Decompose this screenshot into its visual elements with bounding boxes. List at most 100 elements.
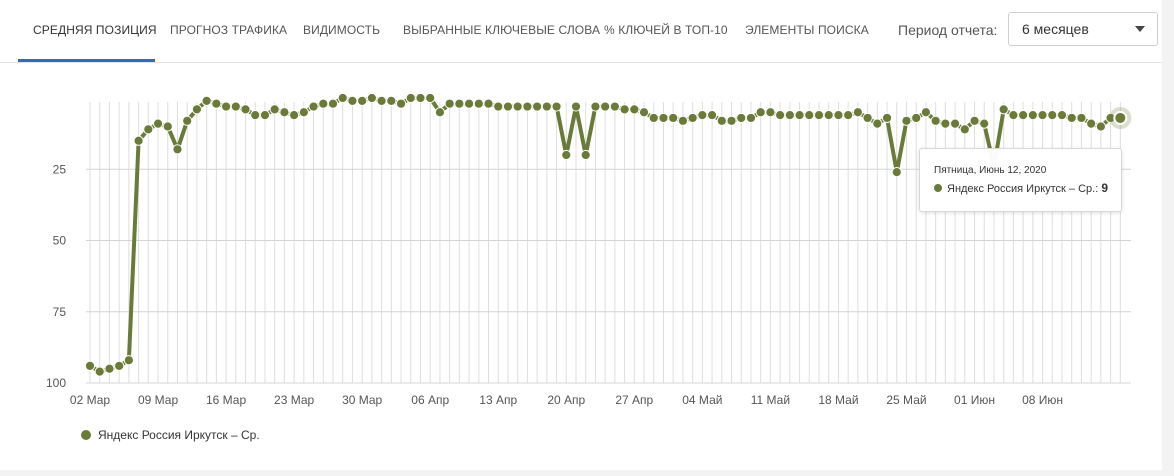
period-select-value: 6 месяцев xyxy=(1022,21,1089,37)
data-point xyxy=(483,98,494,109)
data-point xyxy=(687,112,698,124)
tooltip-row: Яндекс Россия Иркутск – Ср.: 9 xyxy=(934,181,1108,195)
data-point xyxy=(561,149,572,161)
x-axis: 02 Мар 09 Мар 16 Мар 23 Мар 30 Мар 06 Апр 13 А… xyxy=(70,393,1063,407)
period-select[interactable]: 6 месяцев xyxy=(1008,12,1158,46)
data-point xyxy=(522,101,533,112)
data-point xyxy=(1066,112,1077,124)
data-point xyxy=(395,98,407,109)
x-tick-label: 25 Май xyxy=(886,393,926,407)
data-point xyxy=(1027,110,1038,121)
data-point xyxy=(930,115,941,126)
data-point xyxy=(463,98,475,109)
series-yandex-irkutsk xyxy=(84,92,1132,377)
x-tick-label: 23 Мар xyxy=(274,393,314,407)
tab-visibility[interactable]: ВИДИМОСТЬ xyxy=(303,23,381,37)
data-point xyxy=(94,366,105,377)
data-point xyxy=(881,112,893,124)
data-point xyxy=(1056,110,1068,121)
data-point xyxy=(269,104,280,115)
y-tick-label: 100 xyxy=(46,376,66,390)
period-label: Период отчета: xyxy=(898,22,998,38)
tab-selected-keywords[interactable]: ВЫБРАННЫЕ КЛЮЧЕВЫЕ СЛОВА xyxy=(403,23,601,37)
data-point xyxy=(551,101,562,112)
data-point xyxy=(84,360,96,371)
data-point xyxy=(979,118,990,129)
chevron-down-icon xyxy=(1135,26,1145,32)
x-tick-label: 01 Июн xyxy=(954,393,995,407)
data-point xyxy=(357,95,368,106)
tab-average-position[interactable]: СРЕДНЯЯ ПОЗИЦИЯ xyxy=(33,23,157,37)
data-point xyxy=(1095,121,1106,132)
data-point xyxy=(833,110,844,121)
data-point xyxy=(765,107,776,118)
data-point xyxy=(250,110,261,121)
data-point xyxy=(289,110,300,121)
data-point xyxy=(172,144,183,155)
data-point xyxy=(570,101,582,112)
data-point xyxy=(220,101,232,112)
data-point xyxy=(143,124,154,135)
series-marker-icon xyxy=(81,430,91,440)
data-point xyxy=(658,112,669,124)
data-point xyxy=(191,104,203,115)
data-point xyxy=(609,101,620,112)
data-point xyxy=(347,95,358,106)
tab-top10-keywords[interactable]: % КЛЮЧЕЙ В ТОП-10 xyxy=(604,23,728,37)
data-point xyxy=(775,110,786,121)
y-tick-label: 25 xyxy=(53,162,67,176)
data-point xyxy=(182,115,193,126)
data-point xyxy=(123,355,134,366)
x-tick-label: 27 Апр xyxy=(615,393,653,407)
data-point xyxy=(279,107,290,118)
hover-point xyxy=(1113,110,1128,125)
data-point xyxy=(1037,110,1048,121)
x-tick-label: 16 Мар xyxy=(206,393,246,407)
x-tick-label: 13 Апр xyxy=(479,393,517,407)
data-point xyxy=(298,107,309,118)
data-point xyxy=(444,98,455,109)
y-tick-label: 50 xyxy=(53,234,67,248)
data-point xyxy=(201,95,212,106)
data-point xyxy=(911,112,922,124)
data-point xyxy=(843,110,854,121)
data-point xyxy=(920,107,932,118)
x-tick-label: 08 Июн xyxy=(1022,393,1063,407)
data-point xyxy=(891,167,902,178)
data-point xyxy=(959,124,970,135)
data-point xyxy=(745,112,757,124)
data-point xyxy=(629,104,640,115)
data-point xyxy=(804,110,815,121)
data-point xyxy=(1086,118,1097,129)
tooltip-date: Пятница, Июнь 12, 2020 xyxy=(934,165,1047,176)
data-point xyxy=(784,110,795,121)
x-tick-label: 11 Май xyxy=(751,393,790,407)
data-point xyxy=(327,98,339,109)
data-point xyxy=(512,101,523,112)
x-tick-label: 20 Апр xyxy=(547,393,585,407)
data-point xyxy=(1008,110,1019,121)
chart-grid xyxy=(86,102,1131,384)
data-point xyxy=(104,363,115,374)
data-point xyxy=(152,118,164,129)
x-tick-label: 04 Май xyxy=(682,393,722,407)
data-point xyxy=(473,98,484,109)
data-point xyxy=(726,115,737,126)
x-tick-label: 02 Мар xyxy=(70,393,110,407)
data-point xyxy=(755,107,766,118)
data-point xyxy=(386,95,397,106)
data-point xyxy=(532,101,543,112)
hover-halo xyxy=(1109,106,1132,129)
data-point xyxy=(813,110,825,121)
data-point xyxy=(940,118,951,129)
data-point xyxy=(366,92,377,104)
tab-traffic-forecast[interactable]: ПРОГНОЗ ТРАФИКА xyxy=(170,23,288,37)
data-point xyxy=(318,98,329,109)
data-point xyxy=(211,98,222,109)
tab-search-elements[interactable]: ЭЛЕМЕНТЫ ПОИСКА xyxy=(745,23,869,37)
data-point xyxy=(600,101,611,112)
series-marker-icon xyxy=(934,184,942,192)
data-point xyxy=(114,360,125,371)
data-point xyxy=(425,92,436,104)
data-point xyxy=(677,115,689,126)
